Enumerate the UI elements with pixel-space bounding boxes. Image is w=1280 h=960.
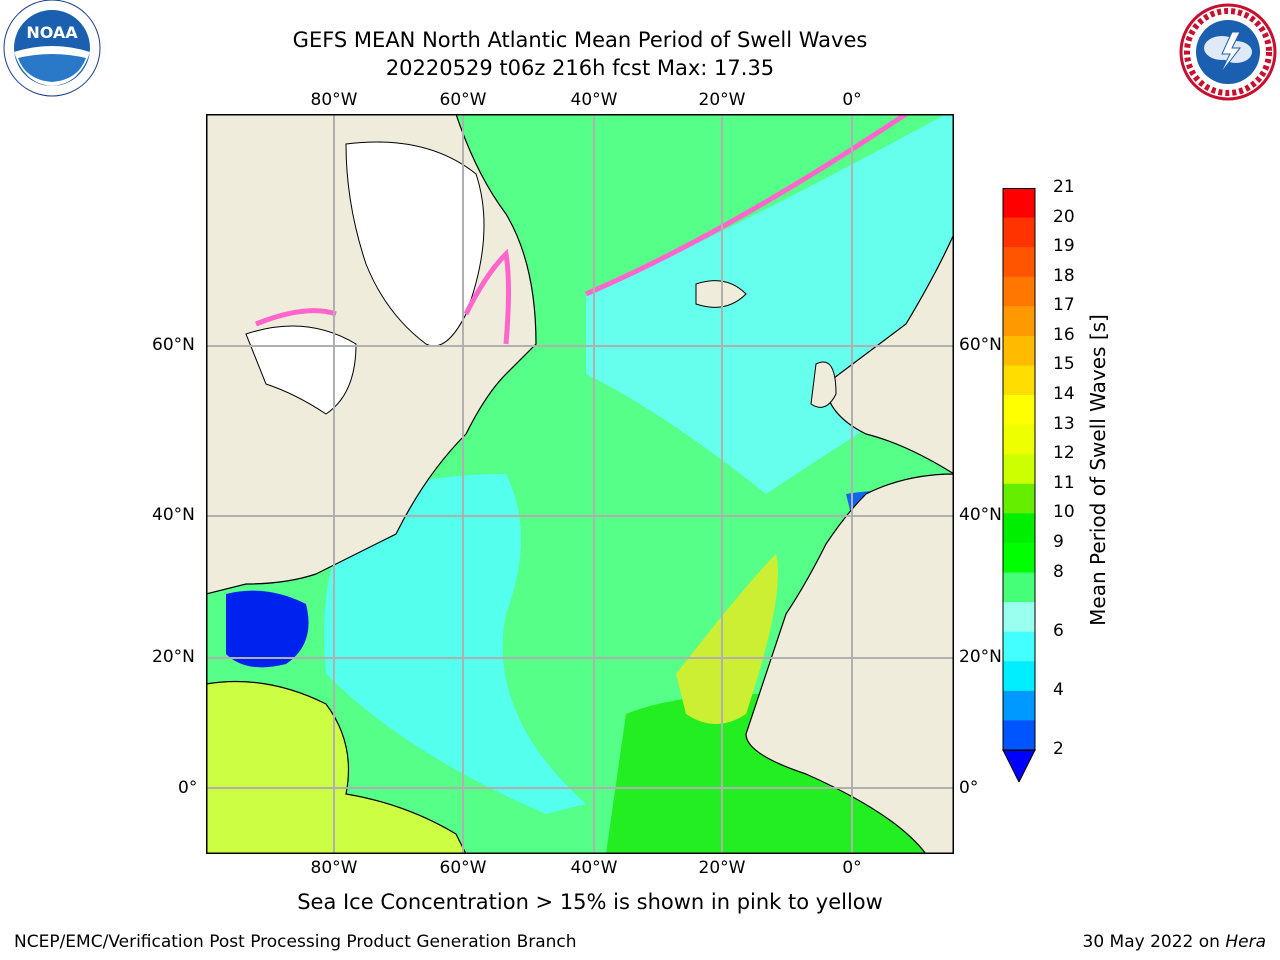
colorbar-tick-label: 19 (1053, 236, 1075, 257)
sea-ice-caption: Sea Ice Concentration > 15% is shown in … (297, 890, 883, 914)
colorbar-label: Mean Period of Swell Waves [s] (1086, 314, 1110, 626)
colorbar-segment (1003, 690, 1035, 721)
lon-label-bottom-0: 0° (842, 858, 862, 878)
footer-date: 30 May 2022 on Hera (1083, 932, 1267, 952)
colorbar-segment (1003, 395, 1035, 426)
noaa-logo: NOAA (0, 0, 104, 100)
sea-ice-fringe-arctic (255, 308, 337, 327)
colorbar-segment (1003, 720, 1035, 751)
colorbar-tick-label: 17 (1053, 295, 1075, 316)
footer-machine: Hera (1225, 932, 1266, 952)
colorbar-segment (1003, 188, 1035, 219)
colorbar-tick-label: 10 (1053, 502, 1075, 523)
colorbar-tick-label: 15 (1053, 354, 1075, 375)
colorbar-segment (1003, 365, 1035, 396)
colorbar-segment (1003, 661, 1035, 692)
map-panel (205, 111, 957, 855)
lon-label-bottom-20w: 20°W (698, 858, 746, 878)
lat-label-left-0: 0° (178, 778, 198, 798)
lat-label-right-20n: 20°N (959, 647, 1002, 667)
colorbar-tick-label: 18 (1053, 265, 1075, 286)
colorbar-segment (1003, 276, 1035, 307)
british-isles-land (810, 361, 837, 408)
chart-subtitle: 20220529 t06z 216h fcst Max: 17.35 (385, 56, 775, 80)
colorbar-tick-label: 11 (1053, 472, 1075, 493)
colorbar-tick-label: 14 (1053, 384, 1075, 405)
lat-label-right-60n: 60°N (959, 335, 1002, 355)
footer-credit: NCEP/EMC/Verification Post Processing Pr… (14, 932, 577, 952)
colorbar-segment (1003, 454, 1035, 485)
ocean-short-period-west (324, 474, 586, 814)
colorbar-segment (1003, 542, 1035, 574)
chart-title: GEFS MEAN North Atlantic Mean Period of … (292, 28, 868, 52)
colorbar-tick-label: 16 (1053, 324, 1075, 345)
lon-label-bottom-80w: 80°W (310, 858, 358, 878)
colorbar-segment (1003, 424, 1035, 455)
sea-ice-fringe-labrador (463, 248, 511, 345)
colorbar-tick-label: 21 (1053, 177, 1075, 197)
lon-label-bottom-60w: 60°W (439, 858, 487, 878)
map-svg (205, 111, 957, 855)
lat-label-right-0: 0° (959, 778, 979, 798)
lat-label-left-40n: 40°N (152, 505, 195, 525)
footer-date-text: 30 May 2022 on (1082, 932, 1226, 952)
colorbar-tick-label: 20 (1053, 206, 1075, 227)
sea-ice-fringe-greenland (585, 111, 908, 297)
lon-label-bottom-40w: 40°W (570, 858, 618, 878)
colorbar-tick-label: 6 (1053, 620, 1064, 641)
noaa-logo-text: NOAA (26, 23, 78, 42)
colorbar-tick-label: 4 (1053, 679, 1064, 700)
colorbar-segment (1003, 217, 1035, 248)
map-frame (206, 114, 954, 854)
lat-label-left-60n: 60°N (152, 335, 195, 355)
south-america-land (205, 680, 467, 855)
colorbar-segment (1003, 513, 1035, 544)
colorbar-segment (1003, 572, 1035, 603)
europe-africa-land (745, 114, 957, 855)
colorbar-segment (1003, 602, 1035, 633)
nws-logo (1178, 2, 1278, 102)
graticule (206, 114, 954, 854)
lat-label-left-20n: 20°N (152, 647, 195, 667)
lon-label-top-60w: 60°W (439, 90, 487, 110)
colorbar-segment (1003, 306, 1035, 337)
colorbar-svg (1002, 188, 1036, 784)
lon-label-top-0: 0° (842, 90, 862, 110)
colorbar-tick-label: 12 (1053, 443, 1075, 464)
colorbar-segment (1003, 483, 1035, 514)
lat-label-right-40n: 40°N (959, 505, 1002, 525)
colorbar (1002, 188, 1036, 784)
lon-label-top-80w: 80°W (310, 90, 358, 110)
colorbar-tick-label: 2 (1053, 739, 1064, 759)
colorbar-extension (1002, 749, 1036, 784)
colorbar-tick-label: 13 (1053, 413, 1075, 434)
colorbar-tick-label: 8 (1053, 561, 1064, 582)
colorbar-tick-label: 9 (1053, 531, 1064, 552)
gulf-of-mexico (226, 590, 309, 668)
hudson-bay-ice (245, 325, 357, 415)
ocean-long-period-east (676, 554, 778, 724)
colorbar-segment (1003, 631, 1035, 662)
lon-label-top-40w: 40°W (570, 90, 618, 110)
colorbar-frame (1002, 188, 1036, 751)
colorbar-segment (1003, 247, 1035, 278)
lon-label-top-20w: 20°W (698, 90, 746, 110)
greenland-ice (345, 141, 485, 347)
colorbar-segment (1003, 335, 1035, 366)
